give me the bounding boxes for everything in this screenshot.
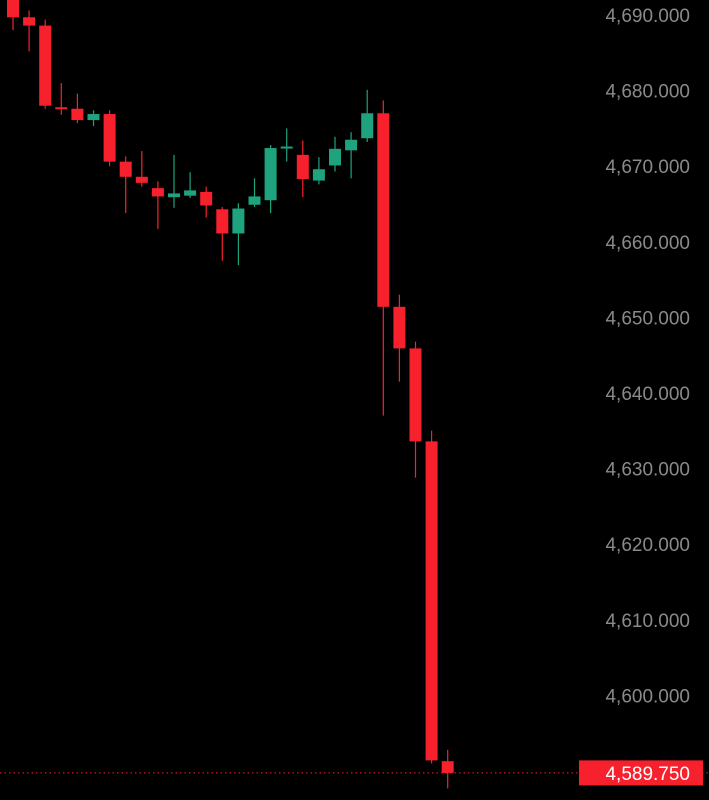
y-tick-label: 4,660.000 — [605, 233, 690, 254]
candle-down — [23, 10, 36, 52]
candle-body — [119, 161, 132, 177]
candles — [7, 0, 454, 789]
candle-body — [296, 154, 309, 180]
candle-body — [55, 107, 68, 110]
candle-body — [39, 25, 52, 106]
y-tick-label: 4,620.000 — [605, 535, 690, 556]
y-tick-label: 4,600.000 — [605, 686, 690, 707]
candle-body — [103, 114, 116, 162]
y-tick-label: 4,610.000 — [605, 611, 690, 632]
candle-body — [280, 146, 293, 149]
candle-down — [39, 19, 52, 109]
candle-body — [409, 348, 422, 442]
candle-body — [184, 190, 197, 196]
candle-body — [312, 169, 325, 181]
candle-up — [329, 136, 341, 172]
candle-up — [312, 157, 325, 185]
candle-body — [361, 113, 374, 139]
candle-down — [135, 151, 148, 187]
candle-down — [296, 140, 309, 198]
candle-down — [377, 100, 390, 416]
candle-up — [87, 110, 100, 127]
candle-up — [168, 154, 180, 208]
candle-down — [441, 749, 454, 789]
candle-body — [345, 139, 358, 151]
candle-down — [71, 93, 84, 124]
candle-down — [119, 156, 132, 214]
candle-body — [393, 306, 406, 349]
candle-up — [280, 128, 293, 162]
y-tick-label: 4,630.000 — [605, 460, 690, 481]
candle-up — [345, 132, 358, 179]
candle-up — [361, 89, 374, 143]
candle-down — [425, 430, 438, 764]
candle-body — [168, 193, 180, 198]
candle-down — [409, 341, 422, 478]
candle-body — [200, 191, 213, 206]
price-tag-label: 4,589.750 — [605, 764, 690, 785]
y-tick-label: 4,680.000 — [605, 82, 690, 103]
candle-body — [135, 176, 148, 183]
candle-up — [232, 203, 245, 266]
candle-up — [264, 145, 277, 214]
y-axis: 4,690.000 4,680.000 4,670.000 4,660.000 4,65… — [605, 6, 690, 707]
y-tick-label: 4,640.000 — [605, 384, 690, 405]
price-tag-bg — [579, 760, 703, 786]
candle-body — [441, 761, 454, 773]
candle-down — [103, 110, 116, 167]
candle-body — [7, 0, 19, 18]
candle-body — [232, 208, 245, 234]
candle-down — [216, 207, 229, 261]
candle-body — [87, 114, 100, 121]
candle-body — [377, 113, 390, 307]
candle-body — [264, 148, 277, 201]
candle-body — [71, 108, 84, 121]
candle-down — [393, 294, 406, 382]
current-price-tag: 4,589.750 — [579, 760, 703, 786]
candle-body — [425, 441, 438, 761]
candle-down — [55, 83, 68, 115]
candle-body — [216, 209, 229, 234]
y-tick-label: 4,670.000 — [605, 157, 690, 178]
candle-body — [329, 148, 341, 166]
y-tick-label: 4,690.000 — [605, 6, 690, 27]
candle-body — [248, 196, 261, 205]
candle-up — [184, 172, 197, 198]
candle-down — [200, 186, 213, 218]
y-tick-label: 4,650.000 — [605, 308, 690, 329]
candle-body — [151, 188, 164, 197]
candle-body — [23, 17, 36, 26]
candle-down — [7, 0, 19, 31]
candle-up — [248, 178, 261, 208]
candle-down — [151, 181, 164, 229]
